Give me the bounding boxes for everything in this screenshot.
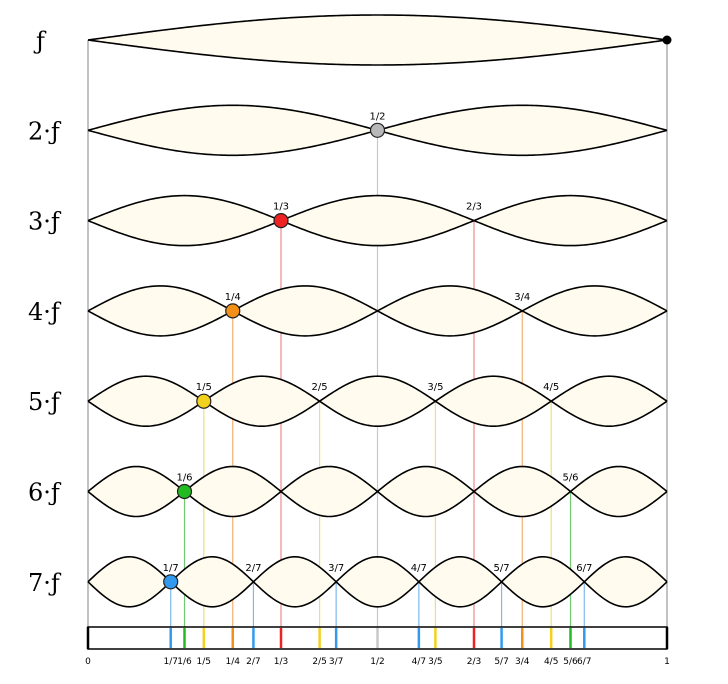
node-dot-1-5	[196, 393, 212, 409]
harmonic-label-6: 6·ƒ	[28, 479, 62, 507]
node-dot-1-4	[225, 303, 241, 319]
node-label-3-7: 3/7	[328, 563, 344, 574]
ruler-label-2-7: 2/7	[246, 657, 260, 667]
harmonic-label-4: 4·ƒ	[28, 298, 62, 326]
node-label-1-2: 1/2	[369, 111, 385, 122]
wave-curve-lower	[87, 375, 668, 428]
node-dot-1-3	[273, 213, 289, 229]
wave-curve-lower	[87, 39, 668, 66]
wave-harmonic-3	[87, 194, 668, 247]
wave-curve-upper	[87, 14, 668, 41]
ruler-label-1-2: 1/2	[370, 657, 384, 667]
wave-harmonic-7	[87, 555, 668, 608]
harmonic-label-7: 7·ƒ	[28, 569, 62, 597]
wave-fill	[88, 15, 667, 65]
wave-fill	[88, 376, 667, 427]
node-label-4-7: 4/7	[411, 563, 427, 574]
ruler-label-3-4: 3/4	[515, 657, 530, 667]
ruler-label-1-3: 1/3	[274, 657, 288, 667]
wave-curve-lower	[87, 194, 668, 247]
wave-fill	[88, 195, 667, 246]
node-label-1-5: 1/5	[196, 382, 212, 393]
harmonic-label-5: 5·ƒ	[28, 388, 62, 416]
ruler-label-1-4: 1/4	[226, 657, 241, 667]
harmonic-label-2: 2·ƒ	[28, 117, 62, 145]
ruler-label-4-5: 4/5	[544, 657, 558, 667]
harmonic-labels: ƒ 2·ƒ 3·ƒ 4·ƒ 5·ƒ 6·ƒ 7·ƒ	[28, 27, 62, 597]
node-label-1-7: 1/7	[163, 563, 179, 574]
wave-harmonic-5	[87, 375, 668, 428]
ruler-label-3-5: 3/5	[428, 657, 442, 667]
wave-curve-upper	[87, 375, 668, 428]
ruler-label-4-7: 4/7	[412, 657, 426, 667]
wave-harmonic-1	[87, 14, 668, 66]
wave-fill	[88, 556, 667, 607]
fraction-ruler: 0 1 1/7 1/6 1/5 1/4 2/7 1/3 2/5 3/7 1/2 4/7 3/5 2/3 5/…	[85, 626, 670, 667]
node-label-5-7: 5/7	[494, 563, 510, 574]
node-dot-1-2	[369, 122, 386, 138]
node-label-5-6: 5/6	[562, 473, 578, 484]
node-dot-1-7	[163, 574, 179, 590]
node-label-4-5: 4/5	[543, 382, 559, 393]
ruler-label-5-7: 5/7	[494, 657, 508, 667]
ruler-label-2-5: 2/5	[312, 657, 326, 667]
ruler-label-1-5: 1/5	[197, 657, 211, 667]
node-fraction-labels: 1/2 1/3 2/3 1/4 3/4 1/5 2/5 3/5 4/5 1/6 5/6 1/7 2/7 3…	[163, 111, 593, 574]
wave-curve-lower	[87, 555, 668, 608]
harmonic-label-1: ƒ	[33, 27, 47, 55]
node-markers	[163, 35, 672, 590]
harmonic-label-3: 3·ƒ	[28, 208, 62, 236]
string-endpoints	[87, 40, 668, 627]
ruler-label-6-7: 6/7	[577, 657, 591, 667]
node-label-2-5: 2/5	[312, 382, 328, 393]
ruler-label-3-7: 3/7	[329, 657, 343, 667]
wave-curve-upper	[87, 555, 668, 608]
node-label-3-4: 3/4	[514, 292, 530, 303]
ruler-label-1: 1	[664, 657, 670, 667]
ruler-label-0: 0	[85, 657, 91, 667]
ruler-label-5-6: 5/6	[563, 657, 578, 667]
node-label-1-6: 1/6	[176, 473, 192, 484]
node-label-2-3: 2/3	[466, 202, 482, 213]
wave-harmonic-4	[87, 285, 668, 337]
node-label-6-7: 6/7	[576, 563, 592, 574]
ruler-label-1-6: 1/6	[177, 657, 192, 667]
ruler-label-2-3: 2/3	[467, 657, 481, 667]
wave-curve-lower	[87, 285, 668, 337]
node-label-1-3: 1/3	[273, 202, 289, 213]
wave-curve-upper	[87, 194, 668, 247]
node-dot-1-6	[176, 483, 193, 500]
node-label-1-4: 1/4	[225, 292, 241, 303]
node-label-3-5: 3/5	[427, 382, 443, 393]
node-label-2-7: 2/7	[245, 563, 261, 574]
ruler-label-1-7: 1/7	[163, 657, 177, 667]
endpoint-dot	[662, 35, 672, 45]
